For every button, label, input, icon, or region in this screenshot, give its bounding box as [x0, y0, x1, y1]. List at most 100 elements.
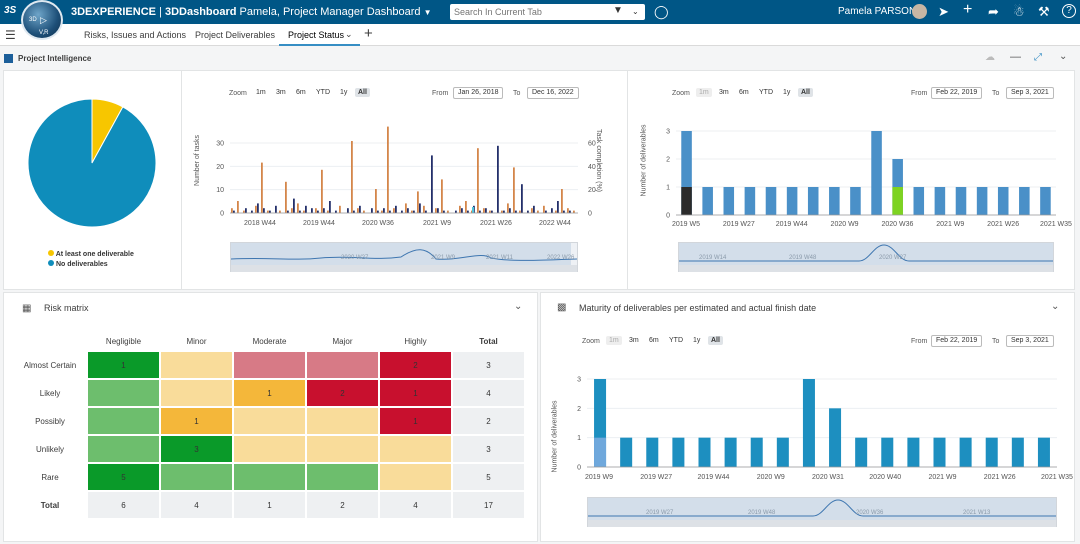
zoom-3m[interactable]: 3m	[629, 337, 639, 344]
from-date-input[interactable]: Feb 22, 2019	[931, 335, 983, 347]
compass-icon[interactable]: 3D ▷ V,R	[21, 0, 63, 40]
tab-risks[interactable]: Risks, Issues and Actions	[84, 30, 187, 40]
tag-icon[interactable]: ◯	[654, 4, 669, 19]
risk-cell[interactable]	[307, 464, 378, 490]
share-icon[interactable]: ➤	[938, 4, 949, 19]
menu-icon[interactable]: ☰	[5, 28, 16, 42]
risk-cell[interactable]	[307, 408, 378, 434]
navigator-selection[interactable]	[231, 243, 571, 265]
tasks-navigator[interactable]: 2020 W27 2021 W9 2021 W11 2022 W26	[230, 242, 578, 272]
risk-cell[interactable]: 1	[380, 408, 451, 434]
risk-cell[interactable]: 2	[307, 380, 378, 406]
legend-dot	[48, 260, 54, 266]
zoom-all[interactable]: All	[355, 88, 370, 97]
nav-label: 2021 W9	[431, 255, 456, 261]
risk-cell[interactable]	[234, 436, 305, 462]
top-bar: 3S 3DEXPERIENCE | 3DDashboard Pamela, Pr…	[0, 0, 1080, 24]
user-name[interactable]: Pamela PARSON	[838, 6, 917, 17]
risk-cell[interactable]: 3	[161, 436, 232, 462]
legend-item[interactable]: No deliverables	[48, 260, 134, 270]
zoom-ytd[interactable]: YTD	[316, 89, 330, 96]
tools-icon[interactable]: ⚒	[1038, 4, 1050, 19]
from-date-input[interactable]: Jan 26, 2018	[453, 87, 504, 99]
risk-cell[interactable]	[88, 380, 159, 406]
tab-project-status[interactable]: Project Status	[288, 30, 345, 40]
add-icon[interactable]: +	[963, 1, 973, 18]
chevron-down-icon[interactable]: ▼	[423, 8, 432, 17]
zoom-6m[interactable]: 6m	[649, 337, 659, 344]
risk-cell[interactable]	[234, 464, 305, 490]
from-date-input[interactable]: Feb 22, 2019	[931, 87, 983, 99]
navigator-selection[interactable]	[679, 243, 1053, 265]
navigator-scrollbar[interactable]	[231, 265, 577, 272]
zoom-3m[interactable]: 3m	[276, 89, 286, 96]
risk-cell[interactable]: 1	[234, 380, 305, 406]
search-box[interactable]: ▼ ⌄	[450, 4, 645, 20]
zoom-all[interactable]: All	[798, 88, 813, 97]
legend-item[interactable]: At least one deliverable	[48, 250, 134, 260]
bar	[561, 189, 563, 213]
zoom-1y[interactable]: 1y	[693, 337, 701, 344]
zoom-ytd[interactable]: YTD	[759, 89, 773, 96]
collapse-icon[interactable]: ⤢	[1034, 52, 1042, 63]
tab-deliverables[interactable]: Project Deliverables	[195, 30, 276, 40]
minimize-icon[interactable]: —	[1010, 51, 1021, 63]
zoom-1y[interactable]: 1y	[783, 89, 791, 96]
dashboard-name[interactable]: Pamela, Project Manager Dashboard	[236, 6, 421, 18]
zoom-3m[interactable]: 3m	[719, 89, 729, 96]
avatar[interactable]	[912, 4, 927, 19]
zoom-1m[interactable]: 1m	[256, 89, 266, 96]
risk-cell[interactable]: 1	[380, 380, 451, 406]
risk-cell[interactable]: 2	[380, 352, 451, 378]
risk-cell[interactable]: 1	[161, 408, 232, 434]
nav-label: 2022 W26	[547, 255, 575, 261]
help-icon[interactable]: ?	[1062, 4, 1076, 18]
risk-cell[interactable]	[161, 464, 232, 490]
risk-cell[interactable]	[307, 352, 378, 378]
bar	[491, 210, 493, 213]
risk-cell[interactable]	[234, 408, 305, 434]
risk-cell[interactable]	[88, 436, 159, 462]
zoom-1m[interactable]: 1m	[606, 336, 622, 345]
navigator-scrollbar[interactable]	[588, 520, 1056, 527]
risk-cell[interactable]	[161, 352, 232, 378]
risk-cell[interactable]	[380, 464, 451, 490]
deliverables-panel: Zoom 1m 3m 6m YTD 1y All From Feb 22, 20…	[627, 70, 1075, 290]
y-tick-label: 20	[216, 164, 224, 171]
zoom-ytd[interactable]: YTD	[669, 337, 683, 344]
navigator-scrollbar[interactable]	[679, 265, 1053, 272]
risk-cell[interactable]	[88, 408, 159, 434]
navigator-selection[interactable]	[588, 498, 1056, 520]
chevron-down-icon[interactable]: ⌄	[345, 29, 353, 39]
search-input[interactable]	[454, 5, 604, 19]
to-date-input[interactable]: Dec 16, 2022	[527, 87, 579, 99]
risk-cell[interactable]	[234, 352, 305, 378]
forward-icon[interactable]: ➦	[988, 4, 999, 19]
chevron-down-icon[interactable]: ⌄	[514, 301, 523, 312]
bar	[934, 187, 946, 215]
network-icon[interactable]: ☃	[1013, 4, 1025, 19]
risk-cell[interactable]	[380, 436, 451, 462]
zoom-1m[interactable]: 1m	[696, 88, 712, 97]
deliverables-navigator[interactable]: 2019 W14 2019 W48 2020 W27	[678, 242, 1054, 272]
risk-cell[interactable]	[161, 380, 232, 406]
zoom-all[interactable]: All	[708, 336, 723, 345]
risk-cell[interactable]	[307, 436, 378, 462]
chevron-down-icon[interactable]: ⌄	[632, 7, 639, 16]
cloud-icon[interactable]: ☁	[985, 52, 995, 63]
chevron-down-icon[interactable]: ⌄	[1059, 51, 1068, 62]
column-header: Major	[307, 332, 378, 350]
to-date-input[interactable]: Sep 3, 2021	[1006, 335, 1054, 347]
zoom-1y[interactable]: 1y	[340, 89, 348, 96]
to-date-input[interactable]: Sep 3, 2021	[1006, 87, 1054, 99]
maturity-navigator[interactable]: 2019 W27 2019 W48 2020 W36 2021 W13	[587, 497, 1057, 527]
pie-slice[interactable]	[27, 98, 157, 228]
chevron-down-icon[interactable]: ⌄	[1051, 301, 1060, 312]
risk-row: Possibly 1 1 2	[14, 408, 524, 434]
zoom-6m[interactable]: 6m	[739, 89, 749, 96]
risk-cell[interactable]: 5	[88, 464, 159, 490]
filter-icon[interactable]: ▼	[613, 5, 623, 16]
add-tab-icon[interactable]: +	[364, 25, 373, 42]
risk-cell[interactable]: 1	[88, 352, 159, 378]
zoom-6m[interactable]: 6m	[296, 89, 306, 96]
